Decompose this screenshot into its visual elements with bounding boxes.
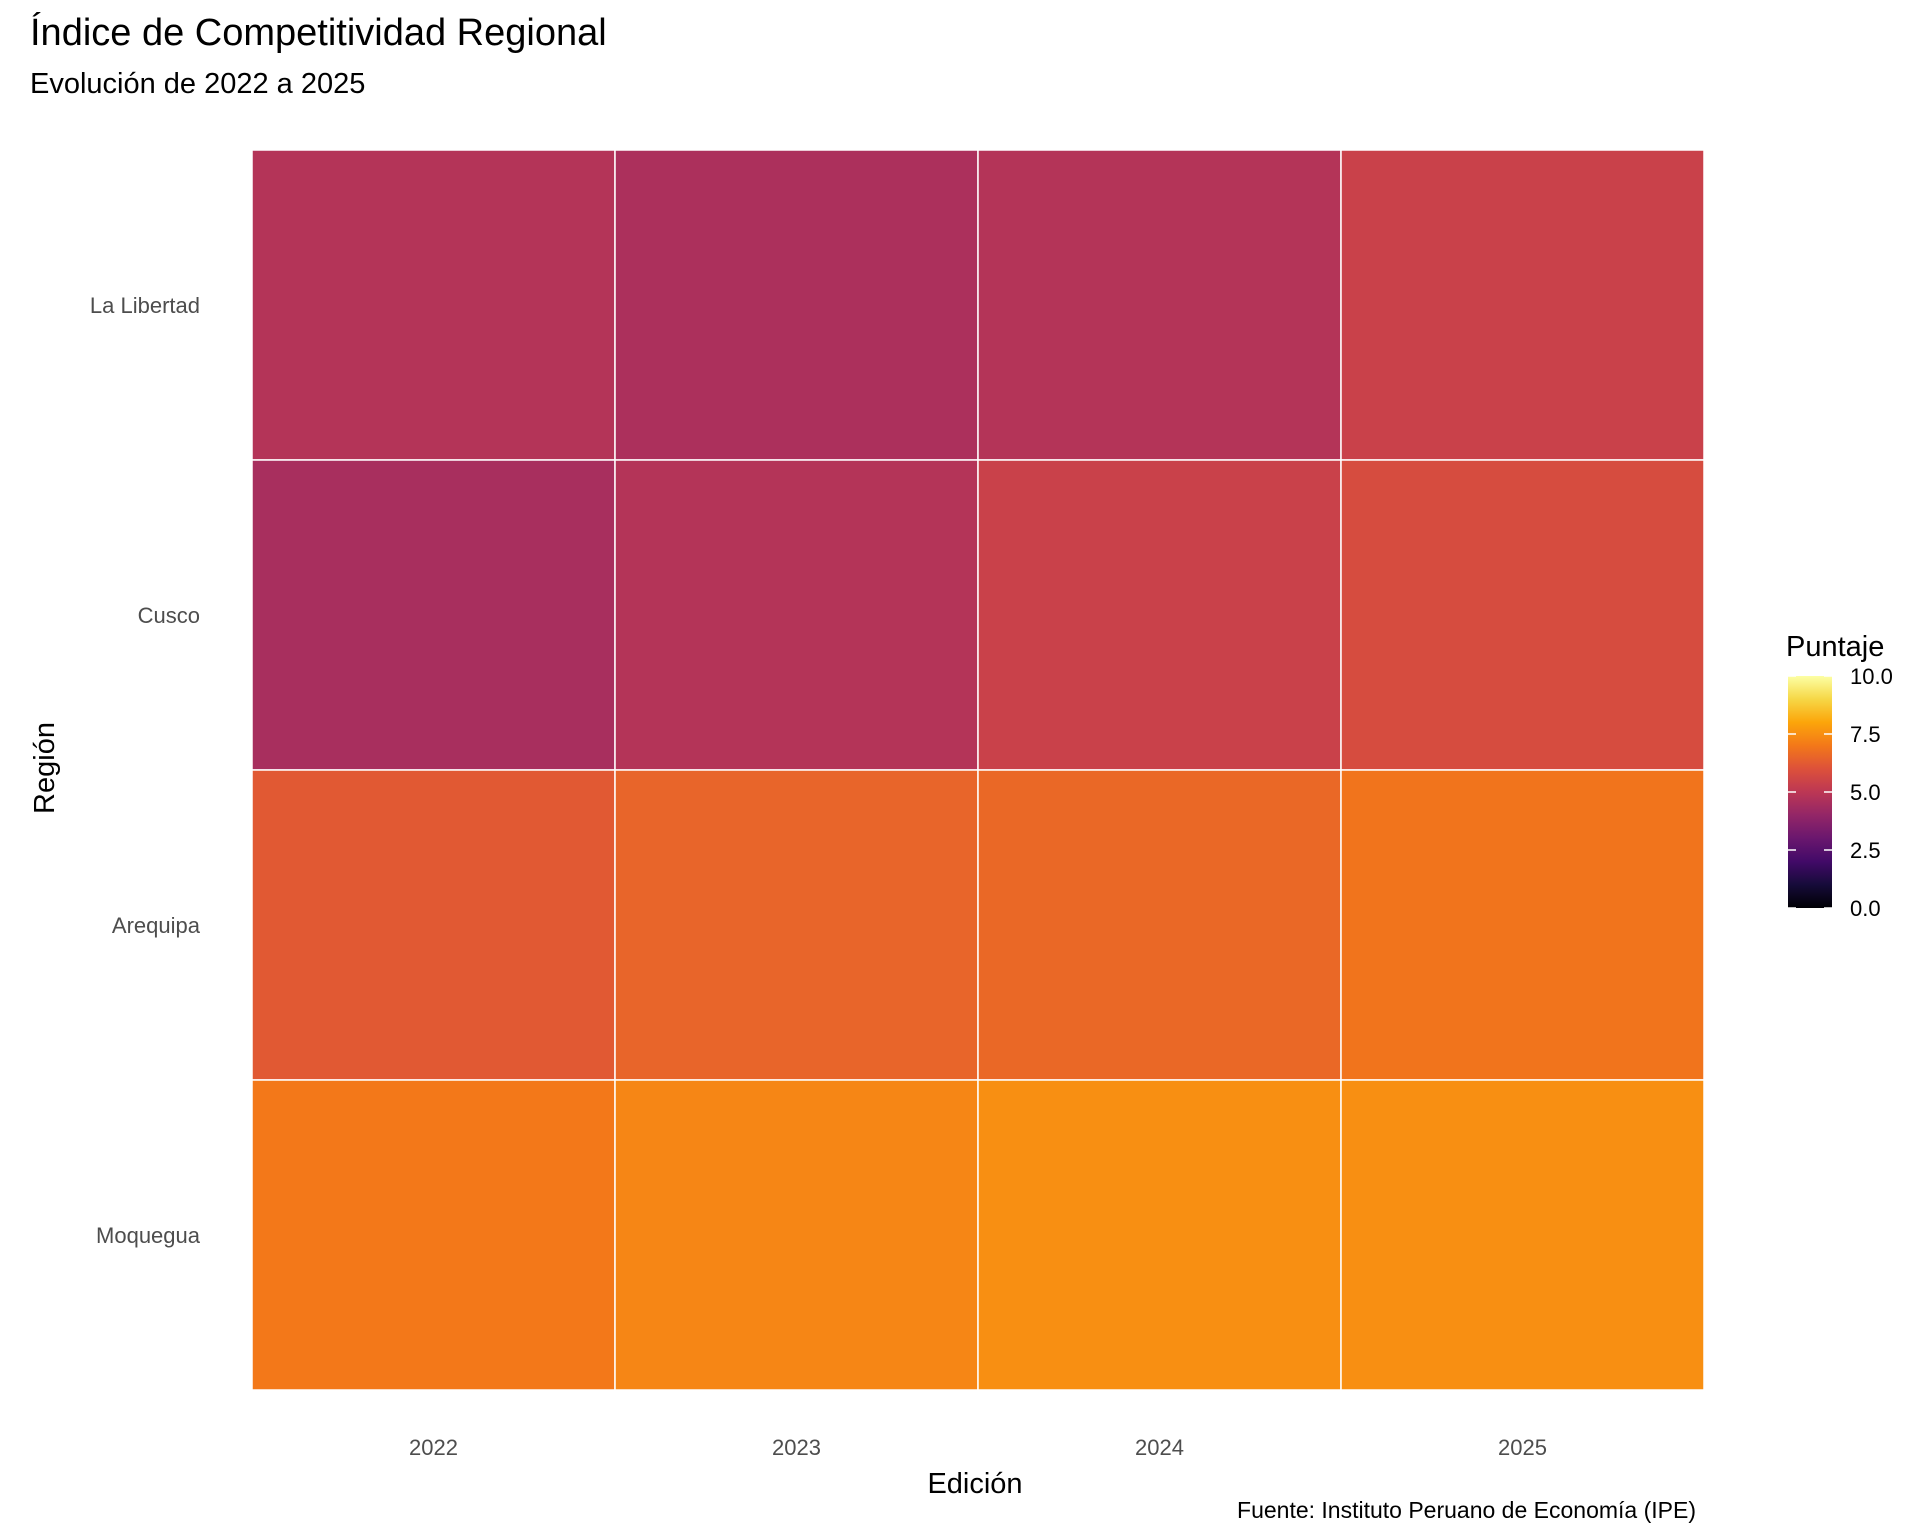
y-tick-label: Moquegua xyxy=(96,1223,201,1248)
y-axis-ticks: La Libertad Cusco Arequipa Moquegua xyxy=(90,293,201,1248)
legend-tick-label: 5.0 xyxy=(1850,780,1881,805)
legend-tick-label: 2.5 xyxy=(1850,838,1881,863)
heatmap-cell xyxy=(251,459,616,771)
x-tick-label: 2022 xyxy=(409,1435,458,1460)
heatmap-cell xyxy=(251,149,616,461)
chart-subtitle: Evolución de 2022 a 2025 xyxy=(30,68,366,100)
legend-tick-label: 10.0 xyxy=(1850,664,1893,689)
heatmap-cell xyxy=(614,769,979,1081)
legend-title: Puntaje xyxy=(1786,631,1884,663)
heatmap-cell xyxy=(977,149,1342,461)
x-tick-label: 2024 xyxy=(1135,1435,1184,1460)
x-tick-label: 2025 xyxy=(1498,1435,1547,1460)
heatmap-cells xyxy=(251,149,1705,1391)
x-axis-ticks: 2022 2023 2024 2025 xyxy=(409,1435,1547,1460)
legend-tick-label: 0.0 xyxy=(1850,896,1881,921)
heatmap-cell xyxy=(1340,149,1705,461)
heatmap-cell xyxy=(614,149,979,461)
y-tick-label: Arequipa xyxy=(112,913,201,938)
color-legend: Puntaje 0.0 2.5 5.0 7.5 10.0 xyxy=(1786,631,1893,921)
heatmap-cell xyxy=(1340,769,1705,1081)
heatmap-cell xyxy=(977,459,1342,771)
heatmap-cell xyxy=(1340,1079,1705,1391)
heatmap-cell xyxy=(1340,459,1705,771)
x-tick-label: 2023 xyxy=(772,1435,821,1460)
heatmap-cell xyxy=(614,459,979,771)
chart-title: Índice de Competitividad Regional xyxy=(30,12,607,54)
chart-caption: Fuente: Instituto Peruano de Economía (I… xyxy=(1237,1497,1696,1523)
x-axis-title: Edición xyxy=(927,1468,1022,1500)
y-tick-label: Cusco xyxy=(138,603,200,628)
heatmap-cell xyxy=(977,1079,1342,1391)
y-axis-title: Región xyxy=(29,722,61,814)
heatmap-cell xyxy=(251,1079,616,1391)
heatmap-cell xyxy=(251,769,616,1081)
y-tick-label: La Libertad xyxy=(90,293,200,318)
heatmap-cell xyxy=(977,769,1342,1081)
legend-ticks: 0.0 2.5 5.0 7.5 10.0 xyxy=(1788,664,1893,921)
legend-tick-label: 7.5 xyxy=(1850,722,1881,747)
heatmap-cell xyxy=(614,1079,979,1391)
